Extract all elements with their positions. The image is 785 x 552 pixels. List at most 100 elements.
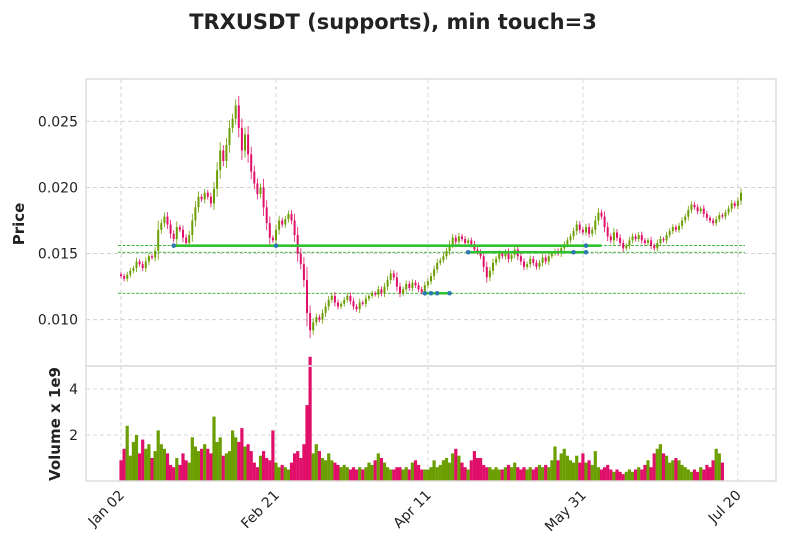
volume-bar — [122, 448, 126, 481]
candle-body — [668, 231, 671, 236]
candle-body — [203, 192, 206, 200]
volume-bar — [379, 458, 383, 481]
volume-bar — [578, 462, 582, 481]
candle-body — [436, 262, 439, 270]
candle-body — [144, 261, 147, 269]
candle-body — [519, 256, 522, 262]
volume-bar — [206, 448, 210, 481]
candle-body — [343, 299, 346, 304]
candle-body — [709, 217, 711, 221]
volume-bar — [274, 462, 278, 481]
volume-bar — [674, 458, 678, 481]
candle-body — [445, 250, 448, 257]
candle-body — [250, 154, 253, 172]
volume-bar — [370, 464, 374, 481]
volume-bar — [296, 451, 300, 481]
candle-body — [175, 227, 178, 240]
volume-bar — [485, 467, 489, 481]
candle-body — [470, 240, 473, 245]
volume-bar — [243, 446, 247, 481]
volume-bar — [348, 469, 352, 481]
volume-bar — [717, 453, 721, 481]
volume-bar — [345, 467, 349, 481]
volume-bar — [463, 467, 467, 481]
volume-bar — [665, 455, 669, 481]
candle-body — [492, 262, 494, 271]
volume-bar — [550, 460, 554, 481]
volume-bar — [596, 467, 600, 481]
volume-bar — [441, 460, 445, 481]
support-touch-point — [171, 243, 176, 248]
volume-bar — [404, 467, 408, 481]
date-axis-ticks: Jan 02 Feb 21 Apr 11 May 31 Jul 20 — [85, 488, 745, 536]
candle-body — [603, 216, 606, 228]
volume-bar — [683, 467, 687, 481]
candle-body — [330, 295, 333, 300]
volume-bar — [460, 462, 464, 481]
volume-bar — [212, 416, 216, 481]
volume-bar — [587, 460, 591, 481]
volume-bar — [506, 464, 511, 481]
candle-body — [467, 240, 470, 243]
candle-body — [606, 227, 609, 237]
candle-body — [699, 208, 702, 212]
price-panel-frame — [85, 78, 777, 367]
candle-body — [544, 257, 547, 262]
volume-bar — [572, 462, 576, 481]
candle-body — [678, 225, 680, 230]
volume-bar — [196, 451, 201, 481]
volume-bar — [169, 464, 173, 481]
volume-bar — [668, 462, 672, 481]
candle-body — [550, 253, 553, 257]
price-axis-label: Price — [10, 203, 28, 246]
volume-bar — [336, 464, 340, 481]
candle-body — [659, 239, 662, 243]
volume-bar — [429, 467, 433, 481]
support-level-lines — [118, 245, 745, 294]
price-axis-ticks: 0.010 0.015 0.020 0.025 — [38, 114, 78, 328]
candle-body — [271, 237, 274, 241]
volume-bar — [150, 458, 154, 481]
candle-body — [371, 293, 374, 296]
volume-bar — [544, 464, 548, 481]
volume-bar — [293, 453, 297, 481]
candle-body — [594, 220, 597, 230]
volume-bar — [286, 469, 290, 481]
volume-bar — [153, 451, 157, 481]
candle-body — [597, 212, 600, 221]
volume-bar — [624, 471, 628, 481]
volume-bar — [413, 460, 418, 481]
candle-body — [637, 235, 640, 240]
volume-bar — [165, 453, 170, 481]
candle-body — [572, 231, 575, 237]
date-tick-label: Jan 02 — [85, 488, 128, 531]
candle-body — [147, 256, 150, 262]
candle-body — [151, 256, 153, 258]
candle-body — [662, 239, 665, 241]
price-tick-label: 0.010 — [38, 313, 78, 329]
volume-bar — [643, 464, 647, 481]
candle-body — [380, 289, 383, 294]
volume-bar — [283, 467, 287, 481]
candle-body — [715, 219, 718, 224]
volume-bar — [652, 453, 656, 481]
volume-bar — [178, 464, 182, 481]
volume-bar — [531, 469, 535, 481]
volume-bar — [302, 444, 306, 481]
candle-body — [244, 134, 246, 151]
candle-body — [234, 105, 237, 119]
candle-body — [433, 269, 436, 277]
candle-body — [454, 237, 457, 242]
candle-body — [507, 252, 510, 259]
volume-bar — [621, 474, 625, 481]
candle-body — [368, 295, 370, 299]
volume-bar — [389, 469, 393, 481]
volume-bar — [575, 455, 579, 481]
volume-bar — [234, 437, 238, 481]
volume-bar — [203, 444, 207, 481]
volume-bar — [376, 453, 380, 481]
volume-axis-ticks: 24 — [69, 382, 78, 444]
volume-axis-label: Volume x 1e9 — [46, 367, 64, 481]
volume-bar — [392, 469, 396, 481]
volume-bar — [159, 444, 163, 481]
